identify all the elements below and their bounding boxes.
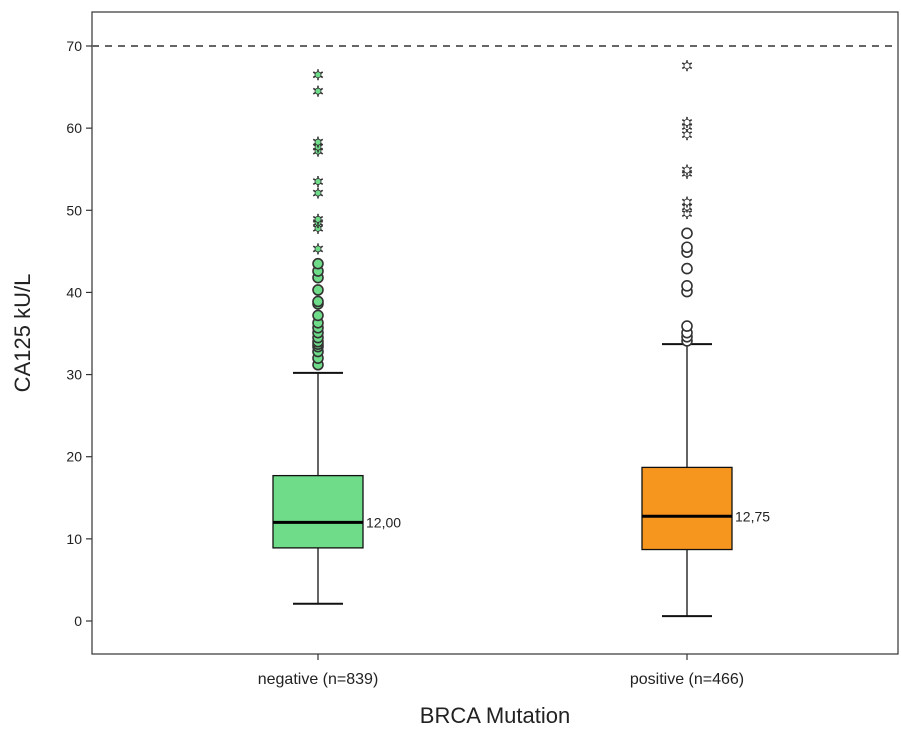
y-tick-label: 60 bbox=[66, 120, 82, 136]
outlier-point bbox=[681, 280, 693, 292]
y-tick-label: 20 bbox=[66, 449, 82, 465]
x-category-label: negative (n=839) bbox=[258, 671, 379, 688]
extreme-marker bbox=[681, 60, 693, 72]
median-value-label: 12,75 bbox=[735, 508, 770, 524]
plot-frame bbox=[91, 11, 899, 655]
extreme-marker bbox=[312, 69, 324, 81]
outlier-point bbox=[681, 262, 693, 275]
extreme-marker bbox=[681, 116, 693, 128]
outlier-point bbox=[312, 284, 324, 296]
extreme-marker bbox=[681, 196, 693, 208]
extreme-marker bbox=[312, 243, 324, 255]
extreme-marker bbox=[312, 176, 324, 188]
y-axis-title: CA125 kU/L bbox=[10, 274, 35, 393]
box-group: 12,00 bbox=[272, 69, 401, 605]
x-category-label: positive (n=466) bbox=[630, 671, 744, 688]
outlier-point bbox=[681, 227, 693, 240]
outlier-point bbox=[312, 295, 324, 308]
extreme-marker bbox=[681, 129, 693, 141]
y-tick-label: 50 bbox=[66, 202, 82, 218]
y-tick-label: 0 bbox=[74, 613, 82, 629]
y-axis: 0 10 20 30 40 50 60 70 bbox=[66, 38, 92, 629]
outlier-point bbox=[681, 241, 693, 254]
outlier-point bbox=[312, 309, 324, 322]
extreme-marker bbox=[312, 187, 324, 199]
outlier-point bbox=[681, 320, 693, 332]
x-axis: negative (n=839) positive (n=466) bbox=[258, 654, 744, 688]
extreme-marker bbox=[681, 208, 693, 220]
median-value-label: 12,00 bbox=[366, 514, 401, 530]
extreme-marker bbox=[312, 85, 324, 97]
outlier-point bbox=[312, 257, 324, 270]
y-tick-label: 40 bbox=[66, 284, 82, 300]
y-tick-label: 30 bbox=[66, 367, 82, 383]
iqr-box bbox=[272, 474, 364, 549]
y-tick-label: 70 bbox=[66, 38, 82, 54]
boxes-layer: 12,00 12,75 bbox=[272, 60, 770, 618]
box-group: 12,75 bbox=[641, 60, 770, 618]
extreme-marker bbox=[681, 164, 693, 176]
iqr-box bbox=[641, 466, 733, 551]
extreme-marker bbox=[312, 136, 324, 148]
x-axis-title: BRCA Mutation bbox=[420, 703, 570, 728]
y-tick-label: 10 bbox=[66, 531, 82, 547]
extreme-marker bbox=[312, 213, 324, 225]
